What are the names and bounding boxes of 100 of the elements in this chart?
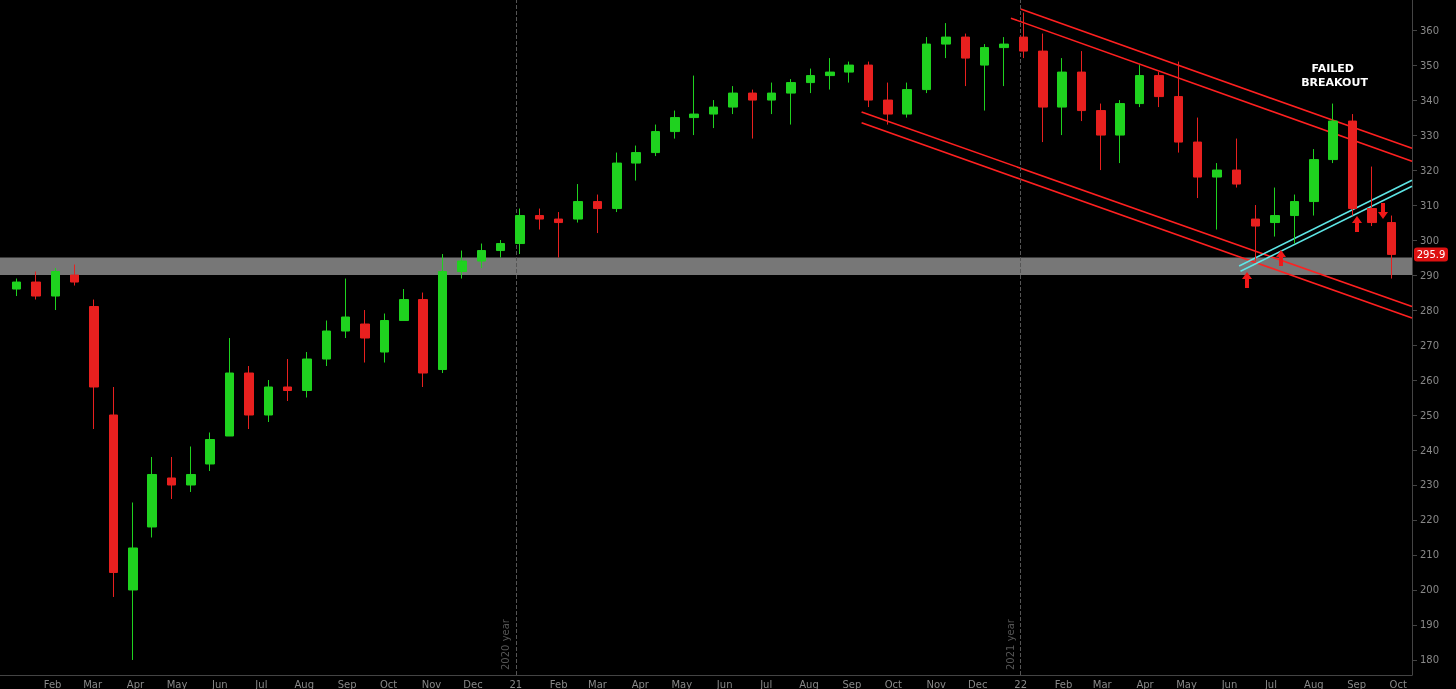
x-tick-label: Oct bbox=[1389, 678, 1407, 689]
x-tick-label: Apr bbox=[1136, 678, 1155, 689]
candlestick bbox=[205, 432, 215, 472]
x-tick-label: Feb bbox=[549, 678, 568, 689]
candlestick bbox=[1290, 194, 1299, 245]
candlestick bbox=[1135, 64, 1144, 108]
candlestick bbox=[631, 145, 641, 182]
candlestick bbox=[380, 313, 389, 364]
x-tick-label: Jul bbox=[254, 678, 268, 689]
candlestick bbox=[922, 36, 931, 94]
x-tick-label: Feb bbox=[43, 678, 62, 689]
candlestick bbox=[961, 33, 970, 87]
candlestick bbox=[1387, 215, 1396, 280]
y-tick-label: 200 bbox=[1420, 584, 1440, 596]
candlestick bbox=[438, 253, 447, 374]
candlestick bbox=[1232, 138, 1241, 189]
candlestick bbox=[1212, 162, 1222, 231]
candlestick bbox=[689, 75, 699, 136]
candlestick bbox=[399, 288, 409, 322]
x-tick-label: 22 bbox=[1014, 678, 1027, 689]
candlestick bbox=[477, 243, 486, 269]
x-tick-label: Apr bbox=[126, 678, 146, 689]
candlestick bbox=[31, 271, 41, 301]
candlestick bbox=[748, 89, 757, 140]
candlestick bbox=[515, 208, 525, 255]
x-tick-label: Oct bbox=[379, 678, 398, 689]
x-tick-label: Mar bbox=[83, 678, 103, 689]
x-tick-label: Jul bbox=[759, 678, 773, 689]
y-tick-label: 260 bbox=[1420, 374, 1440, 386]
candlestick bbox=[554, 211, 563, 259]
candlestick bbox=[244, 365, 254, 430]
candlestick bbox=[167, 456, 176, 500]
candlestick bbox=[651, 124, 660, 157]
candlestick bbox=[1038, 33, 1048, 143]
y-tick-label: 340 bbox=[1420, 94, 1440, 106]
y-tick-label: 320 bbox=[1420, 164, 1440, 176]
candlestick bbox=[1174, 61, 1183, 154]
ref-line-label: 2021 year bbox=[1005, 618, 1017, 670]
x-tick-label: Nov bbox=[926, 678, 947, 689]
x-tick-label: Jul bbox=[1263, 678, 1277, 689]
x-tick-label: Oct bbox=[884, 678, 903, 689]
candlestick bbox=[147, 456, 157, 538]
y-tick-label: 210 bbox=[1420, 549, 1440, 561]
y-tick-label: 290 bbox=[1420, 269, 1440, 281]
x-tick-label: Mar bbox=[1092, 678, 1113, 689]
candlestick bbox=[186, 446, 196, 493]
candlestick bbox=[1096, 103, 1106, 171]
x-tick-label: Sep bbox=[842, 678, 862, 689]
candlestick bbox=[999, 36, 1009, 87]
candlestick bbox=[612, 152, 622, 213]
candlestick bbox=[1154, 71, 1164, 108]
x-tick-label: May bbox=[671, 678, 693, 689]
y-tick-label: 350 bbox=[1420, 59, 1440, 71]
x-tick-label: Dec bbox=[968, 678, 988, 689]
x-tick-label: May bbox=[166, 678, 188, 689]
x-tick-label: Jun bbox=[1220, 678, 1238, 689]
y-tick-label: 230 bbox=[1420, 479, 1440, 491]
x-tick-label: Dec bbox=[463, 678, 483, 689]
candlestick bbox=[535, 208, 544, 231]
candlestick bbox=[670, 110, 680, 140]
candlestick bbox=[941, 22, 951, 59]
x-tick-label: Sep bbox=[1347, 678, 1367, 689]
candlestick bbox=[980, 43, 989, 112]
y-tick-label: 240 bbox=[1420, 444, 1440, 456]
candlestick bbox=[12, 278, 21, 297]
candlestick bbox=[225, 337, 234, 437]
x-tick-label: May bbox=[1176, 678, 1197, 689]
candlestick bbox=[1328, 103, 1338, 164]
candlestick bbox=[902, 82, 912, 119]
candlestick bbox=[1348, 113, 1357, 217]
candlestick bbox=[1270, 187, 1280, 238]
x-tick-label: Feb bbox=[1054, 678, 1073, 689]
y-tick-label: 310 bbox=[1420, 199, 1440, 211]
x-tick-label: Aug bbox=[294, 678, 315, 689]
y-tick-label: 250 bbox=[1420, 409, 1440, 421]
candlestick bbox=[1019, 12, 1028, 59]
candlestick bbox=[786, 78, 796, 126]
candlestick bbox=[728, 85, 738, 115]
candlestick bbox=[70, 264, 79, 287]
y-tick-label: 190 bbox=[1420, 619, 1440, 631]
candlestick bbox=[496, 239, 505, 259]
candlestick bbox=[51, 267, 60, 311]
x-tick-label: Jun bbox=[211, 678, 228, 689]
y-tick-label: 330 bbox=[1420, 129, 1440, 141]
y-tick-label: 220 bbox=[1420, 514, 1440, 526]
y-tick-label: 280 bbox=[1420, 304, 1440, 316]
x-tick-label: Apr bbox=[631, 678, 650, 689]
candlestick bbox=[1309, 148, 1319, 217]
candlestick bbox=[360, 309, 370, 364]
y-tick-label: 360 bbox=[1420, 24, 1440, 36]
candlestick bbox=[767, 82, 776, 115]
candlestick bbox=[1057, 57, 1067, 136]
candlestick bbox=[89, 299, 99, 430]
candlestick bbox=[844, 61, 854, 84]
candlestick bbox=[418, 292, 428, 388]
x-tick-label: Aug bbox=[799, 678, 819, 689]
y-tick-label: 300 bbox=[1420, 234, 1440, 246]
candlestick bbox=[1077, 50, 1086, 122]
candlestick bbox=[341, 278, 350, 339]
x-tick-label: Sep bbox=[337, 678, 357, 689]
